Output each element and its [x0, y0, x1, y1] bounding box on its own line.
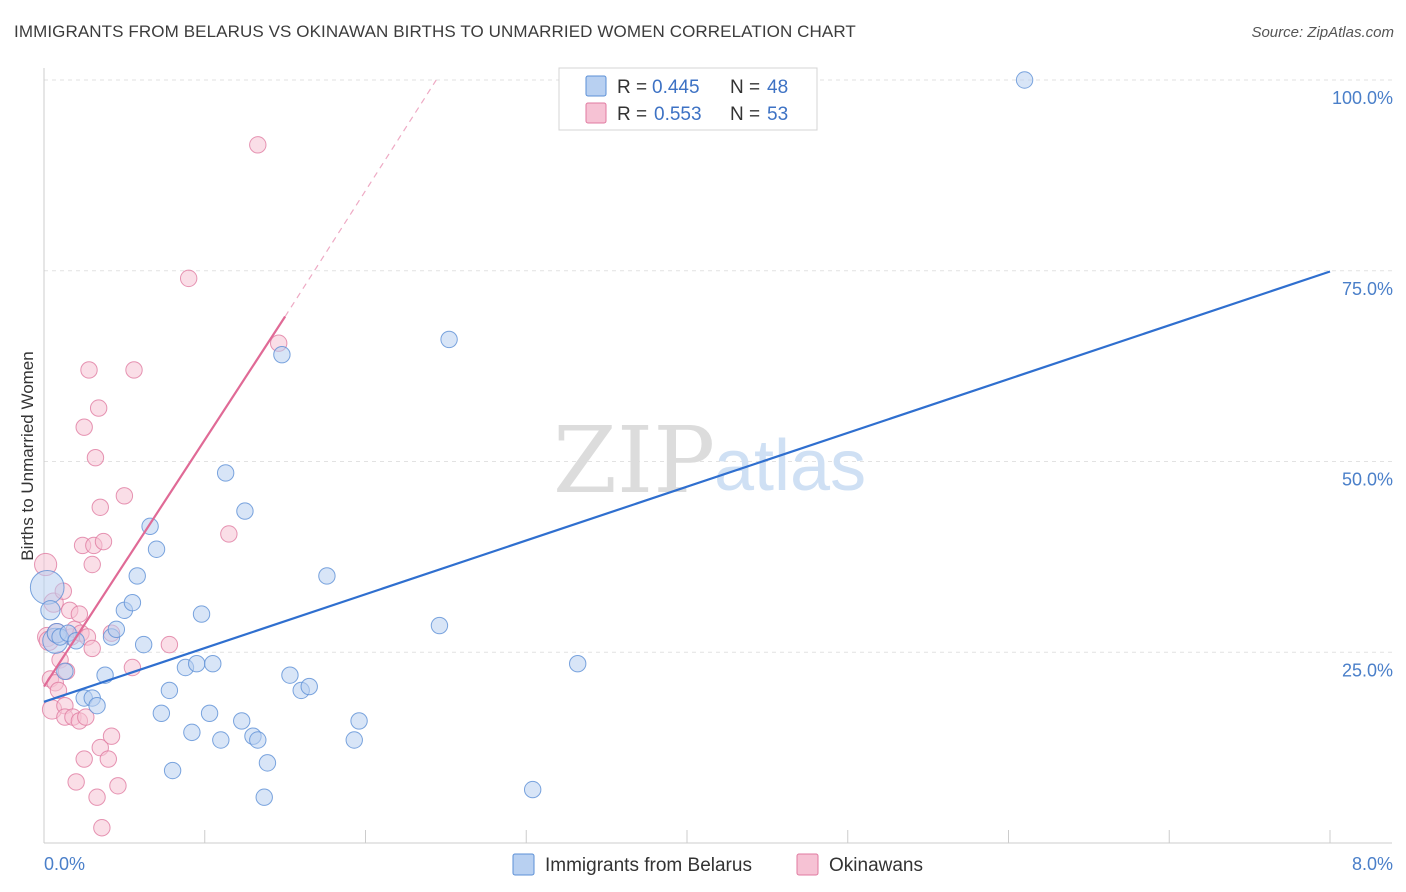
- stats-r-label-okinawans: R =: [617, 104, 647, 125]
- belarus-point-30: [216, 464, 235, 482]
- belarus-point-44: [430, 616, 449, 635]
- y-tick-label-25: 25.0%: [1342, 660, 1393, 680]
- okinawans-point-45: [160, 635, 179, 654]
- okinawans-point-47: [220, 525, 238, 543]
- legend-swatch-okinawans: [796, 853, 819, 876]
- okinawans-point-28: [83, 639, 101, 658]
- legend-label-okinawans: Okinawans: [829, 855, 923, 876]
- belarus-point-27: [200, 704, 219, 722]
- y-tick-label-75: 75.0%: [1342, 279, 1393, 299]
- series-legend: Immigrants from Belarus Okinawans: [512, 853, 923, 876]
- belarus-point-10: [88, 696, 106, 715]
- belarus-point-37: [273, 345, 291, 364]
- belarus-point-36: [258, 754, 277, 772]
- stats-r-value-okinawans: 0.553: [654, 104, 702, 125]
- stats-swatch-belarus: [585, 75, 607, 97]
- okinawans-point-27: [80, 361, 98, 379]
- stats-n-value-belarus: 48: [767, 77, 788, 98]
- okinawans-point-42: [115, 487, 134, 505]
- belarus-point-34: [249, 731, 267, 749]
- belarus-point-45: [440, 330, 458, 349]
- stats-n-value-okinawans: 53: [767, 104, 788, 125]
- x-axis-ticks: [204, 830, 1331, 843]
- okinawans-point-48: [249, 136, 267, 154]
- source-credit: Source: ZipAtlas.com: [1251, 24, 1394, 41]
- belarus-point-17: [134, 635, 153, 654]
- okinawans-point-36: [93, 819, 111, 837]
- belarus-point-38: [281, 666, 299, 684]
- belarus-point-5: [56, 662, 74, 681]
- belarus-point-26: [192, 605, 211, 623]
- watermark-atlas: atlas: [714, 426, 866, 506]
- watermark-zip: ZIP: [553, 407, 715, 514]
- trend-lines: [43, 79, 1331, 703]
- belarus-point-40: [300, 677, 318, 696]
- okinawans-point-38: [99, 750, 118, 768]
- okinawans-point-34: [91, 498, 109, 516]
- stats-n-label-okinawans: N =: [730, 104, 760, 125]
- y-tick-labels: 25.0% 50.0% 75.0% 100.0%: [1332, 88, 1393, 680]
- belarus-point-20: [152, 704, 171, 722]
- stats-swatch-okinawans: [585, 102, 607, 124]
- belarus-point-28: [204, 654, 222, 673]
- belarus-point-19: [147, 540, 166, 558]
- series-belarus-points: [29, 71, 1034, 806]
- okinawans-point-25: [77, 708, 95, 726]
- trend-line-belarus: [43, 270, 1331, 703]
- okinawans-point-44: [125, 361, 143, 379]
- stats-r-value-belarus: 0.445: [652, 77, 700, 98]
- belarus-point-32: [236, 502, 254, 520]
- trend-line-okinawans: [43, 315, 287, 688]
- belarus-point-13: [107, 620, 126, 639]
- belarus-point-41: [318, 567, 336, 585]
- okinawans-point-39: [102, 727, 121, 745]
- stats-n-label-belarus: N =: [730, 77, 760, 98]
- belarus-point-31: [233, 712, 251, 730]
- belarus-point-21: [160, 681, 179, 700]
- y-tick-label-50: 50.0%: [1342, 470, 1393, 490]
- okinawans-point-32: [88, 788, 106, 806]
- okinawans-point-31: [86, 448, 105, 467]
- stats-legend: R = 0.445 N = 48 R = 0.553 N = 53: [558, 67, 818, 131]
- belarus-point-16: [128, 567, 146, 585]
- stats-r-label-belarus: R =: [617, 77, 647, 98]
- x-tick-label-min: 0.0%: [44, 854, 85, 874]
- belarus-point-15: [123, 593, 142, 612]
- belarus-point-48: [1015, 71, 1034, 89]
- belarus-point-25: [188, 654, 206, 673]
- belarus-point-22: [163, 761, 182, 780]
- belarus-point-0: [29, 570, 65, 605]
- legend-swatch-belarus: [512, 853, 535, 876]
- y-axis-title: Births to Unmarried Women: [18, 351, 37, 560]
- chart-title: IMMIGRANTS FROM BELARUS VS OKINAWAN BIRT…: [14, 22, 856, 41]
- okinawans-point-37: [94, 532, 113, 551]
- okinawans-point-46: [179, 269, 198, 288]
- belarus-point-35: [255, 788, 273, 806]
- okinawans-point-24: [75, 418, 93, 436]
- okinawans-point-23: [75, 750, 93, 768]
- okinawans-point-41: [109, 777, 127, 795]
- okinawans-point-18: [67, 773, 85, 791]
- belarus-point-29: [212, 731, 230, 749]
- x-tick-label-max: 8.0%: [1352, 854, 1393, 874]
- belarus-point-1: [40, 600, 61, 621]
- belarus-point-47: [568, 654, 587, 673]
- legend-label-belarus: Immigrants from Belarus: [545, 855, 752, 876]
- watermark: ZIP atlas: [553, 407, 866, 514]
- okinawans-point-19: [70, 605, 89, 623]
- belarus-point-43: [350, 712, 368, 730]
- y-tick-label-100: 100.0%: [1332, 88, 1393, 108]
- belarus-point-46: [523, 780, 542, 799]
- gridlines: [44, 79, 1392, 653]
- okinawans-point-33: [89, 399, 108, 417]
- trend-line-extension-okinawans: [284, 79, 437, 317]
- belarus-point-24: [183, 723, 201, 742]
- okinawans-point-29: [83, 555, 101, 574]
- belarus-point-42: [345, 731, 363, 749]
